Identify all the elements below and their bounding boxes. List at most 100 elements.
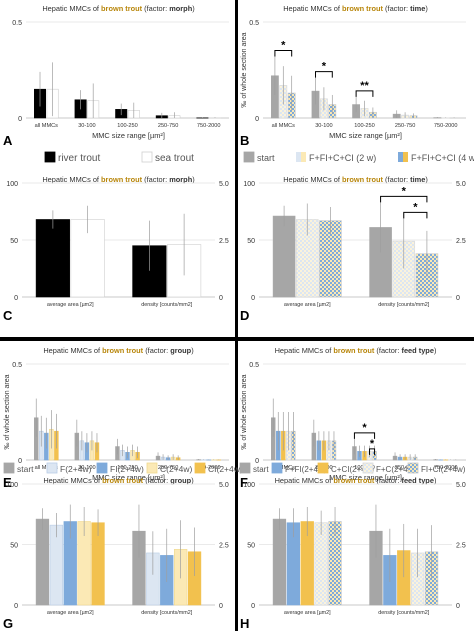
legend-label: CI(2+4w) [208,464,243,474]
category-label: all MMCs [35,123,59,129]
ytick-label: 0.5 [12,20,22,27]
category-label: all MMCs [35,465,59,471]
panel-letter: H [240,616,249,631]
category-label: average area [µm2] [284,302,331,308]
title-part: (factor: [383,4,410,13]
ytick-label: 0 [255,458,259,465]
ytick-label: 100 [6,181,18,188]
x-axis-label: MMC size range [µm²] [92,473,165,482]
panel-g: Hepatic MMCs of brown trout (factor: gro… [3,476,229,631]
category-label: all MMCs [272,465,296,471]
panel-d: Hepatic MMCs of brown trout (factor: tim… [240,175,466,323]
legend-label: sea trout [155,153,194,164]
title-part: Hepatic MMCs of [43,346,102,355]
legend-label: start [257,153,275,163]
panel-title: Hepatic MMCs of brown trout (factor: mor… [42,4,194,13]
legend-label: start [17,464,34,474]
legend-swatch [44,151,56,163]
legend-swatch [3,462,15,474]
significance-star: * [362,422,367,434]
panel-title: Hepatic MMCs of brown trout (factor: tim… [283,175,428,184]
title-part: brown trout [333,346,375,355]
title-part: Hepatic MMCs of [275,476,334,485]
title-part: brown trout [102,346,144,355]
ytick-label: 50 [10,238,18,245]
bar [272,518,287,606]
ytick-label: 0 [255,116,259,123]
ytick-label-right: 5.0 [219,482,229,489]
title-part: group [170,346,191,355]
ytick-label-right: 0 [219,295,223,302]
significance-star: * [322,61,327,73]
panel-letter: A [3,133,13,148]
significance-star: * [370,438,375,450]
legend-label: river trout [58,153,100,164]
legend-label: FI+CI(2+4w) [421,465,466,474]
title-part: (factor: [142,175,169,184]
legend-swatch [46,462,58,474]
title-part: ) [191,346,193,355]
significance-bracket [353,432,376,439]
legend-label: F+FI+C+CI (4 w) [411,153,474,163]
category-label: average area [µm2] [47,302,94,308]
category-label: 750-2000 [197,123,221,129]
ytick-label-right: 2.5 [219,238,229,245]
legend-label: C+CI(2+4w) [331,465,374,474]
category-label: 30-100 [78,465,95,471]
legend-layer: river trout sea trout start F+FI+C+CI (2 w)… [3,151,474,474]
title-part: ) [425,4,427,13]
title-part: ) [434,346,436,355]
ytick-label-right: 5.0 [456,482,466,489]
title-part: brown trout [342,4,384,13]
legend-swatch [296,152,301,162]
ytick-label: 50 [247,543,255,550]
ytick-label: 0 [14,295,18,302]
panel-title: Hepatic MMCs of brown trout (factor: mor… [42,175,194,184]
bar [35,219,70,298]
bar [272,215,296,298]
category-label: 100-250 [117,465,138,471]
panel-letter: C [3,308,13,323]
title-part: (factor: [143,346,170,355]
legend-label: F+C(2+4w) [376,465,416,474]
category-label: density [counts/mm2] [378,302,429,308]
panel-letter: G [3,616,13,631]
category-label: 250-750 [158,465,179,471]
category-label: 250-750 [395,465,416,471]
legend-swatch [271,462,283,474]
ytick-label: 50 [247,238,255,245]
title-part: morph [169,175,192,184]
legend-swatch [243,151,255,163]
category-label: density [counts/mm2] [378,610,429,616]
ytick-label-right: 2.5 [456,543,466,550]
ytick-label: 50 [10,543,18,550]
category-label: 250-750 [395,123,416,129]
significance-bracket [369,448,376,455]
ytick-label: 0 [251,603,255,610]
significance-star: ** [360,80,369,92]
panel-title: Hepatic MMCs of brown trout (factor: fee… [275,476,437,485]
legend-swatch [239,462,251,474]
ytick-label: 0.5 [249,20,259,27]
title-part: Hepatic MMCs of [275,346,334,355]
category-label: 250-750 [158,123,179,129]
title-part: feed type [401,346,433,355]
ytick-label-right: 5.0 [456,181,466,188]
ytick-label: 0 [18,458,22,465]
ytick-label: 0 [18,116,22,123]
title-part: time [410,4,425,13]
category-label: 100-250 [354,123,375,129]
category-label: 750-2000 [434,465,458,471]
ytick-label-right: 0 [456,603,460,610]
legend-swatch [194,462,206,474]
legend-swatch [141,151,153,163]
legend-morph: river trout sea trout [44,151,194,164]
legend-swatch [301,152,306,162]
panel-h: Hepatic MMCs of brown trout (factor: fee… [240,476,466,631]
category-label: average area [µm2] [47,610,94,616]
ytick-label-right: 2.5 [456,238,466,245]
legend-feed: start F+FI(2+4w) C+CI(2+4w) F+C(2+4w) FI+CI(… [239,462,466,474]
category-label: 30-100 [315,123,332,129]
panel-letter: D [240,308,249,323]
